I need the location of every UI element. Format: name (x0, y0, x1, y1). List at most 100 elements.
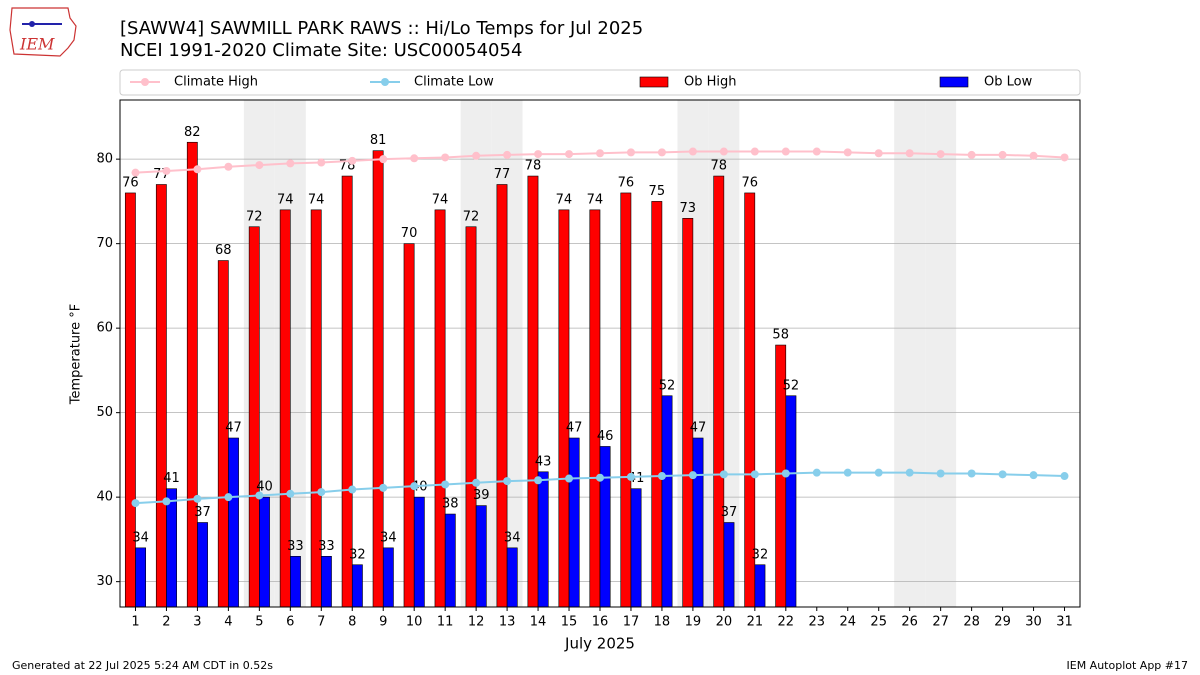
point (131, 168, 140, 177)
bar (135, 547, 147, 608)
point (534, 150, 543, 159)
data-label: 38 (442, 497, 459, 512)
legend-label: Ob High (684, 75, 737, 90)
point (379, 483, 388, 492)
x-tick-label: 31 (1056, 615, 1073, 630)
data-label: 33 (287, 539, 304, 554)
point (905, 149, 914, 158)
point (317, 158, 326, 167)
bar (444, 513, 456, 608)
bar (651, 201, 663, 608)
bar (661, 395, 673, 608)
x-tick-label: 28 (963, 615, 980, 630)
point (905, 468, 914, 477)
bar (248, 226, 260, 608)
point (317, 488, 326, 497)
logo-text: IEM (19, 35, 55, 54)
point (719, 147, 728, 156)
point (503, 477, 512, 486)
bar (320, 555, 332, 608)
y-tick-label: 60 (96, 321, 113, 336)
data-label: 70 (401, 226, 418, 241)
point (162, 497, 171, 506)
legend-box (119, 69, 1081, 96)
x-tick-label: 2 (162, 615, 170, 630)
point (750, 147, 759, 156)
point (843, 148, 852, 157)
bar (506, 547, 518, 608)
bar (682, 218, 694, 608)
x-tick-label: 11 (437, 615, 454, 630)
data-label: 32 (349, 547, 366, 562)
data-label: 72 (463, 209, 480, 224)
y-axis-label: Temperature °F (69, 304, 84, 405)
point (967, 469, 976, 478)
data-label: 47 (690, 421, 707, 436)
x-tick-label: 27 (932, 615, 949, 630)
legend-label: Ob Low (984, 75, 1033, 90)
point (688, 147, 697, 156)
data-label: 40 (256, 480, 273, 495)
x-tick-label: 3 (193, 615, 201, 630)
data-label: 41 (163, 471, 180, 486)
data-label: 37 (721, 505, 738, 520)
bar (620, 192, 632, 608)
point (967, 150, 976, 159)
point (193, 494, 202, 503)
point (936, 469, 945, 478)
point (812, 147, 821, 156)
bar (413, 496, 425, 608)
point (224, 162, 233, 171)
point (874, 468, 883, 477)
x-axis-label: July 2025 (564, 635, 635, 653)
legend-label: Climate Low (414, 75, 494, 90)
data-label: 34 (504, 530, 521, 545)
point (596, 149, 604, 158)
legend-swatch (939, 76, 969, 88)
legend-marker (381, 78, 389, 86)
x-tick-label: 4 (224, 615, 232, 630)
x-tick-label: 7 (317, 615, 325, 630)
legend-swatch (639, 76, 669, 88)
bar (290, 555, 301, 608)
data-label: 33 (318, 539, 335, 554)
x-tick-label: 1 (131, 615, 139, 630)
point (286, 159, 295, 168)
bar (382, 547, 394, 608)
point (441, 153, 450, 162)
bar (434, 209, 446, 608)
bar (744, 192, 756, 608)
x-tick-label: 8 (348, 615, 356, 630)
x-tick-label: 17 (623, 615, 640, 630)
point (348, 156, 357, 165)
chart-title: [SAWW4] SAWMILL PARK RAWS :: Hi/Lo Temps… (120, 18, 643, 39)
bar (465, 226, 477, 608)
data-label: 73 (680, 201, 697, 216)
bar (228, 437, 239, 608)
bar (527, 175, 539, 608)
point (472, 478, 481, 487)
point (843, 468, 852, 477)
bar (599, 446, 611, 608)
logo-dot (29, 21, 35, 27)
data-label: 74 (432, 192, 449, 207)
point (162, 166, 171, 175)
point (1029, 151, 1038, 160)
x-tick-label: 21 (747, 615, 764, 630)
point (1060, 472, 1069, 481)
data-label: 34 (380, 530, 397, 545)
bar (259, 496, 270, 608)
data-label: 74 (587, 192, 604, 207)
y-tick-label: 50 (96, 405, 113, 420)
point (565, 150, 574, 159)
bar (713, 175, 725, 608)
x-tick-label: 15 (561, 615, 578, 630)
x-tick-label: 6 (286, 615, 294, 630)
bar (568, 437, 580, 608)
y-tick-label: 40 (96, 490, 113, 505)
data-label: 43 (535, 454, 552, 469)
data-label: 77 (494, 167, 511, 182)
point (410, 482, 419, 491)
bar (475, 505, 487, 608)
x-tick-label: 18 (654, 615, 671, 630)
